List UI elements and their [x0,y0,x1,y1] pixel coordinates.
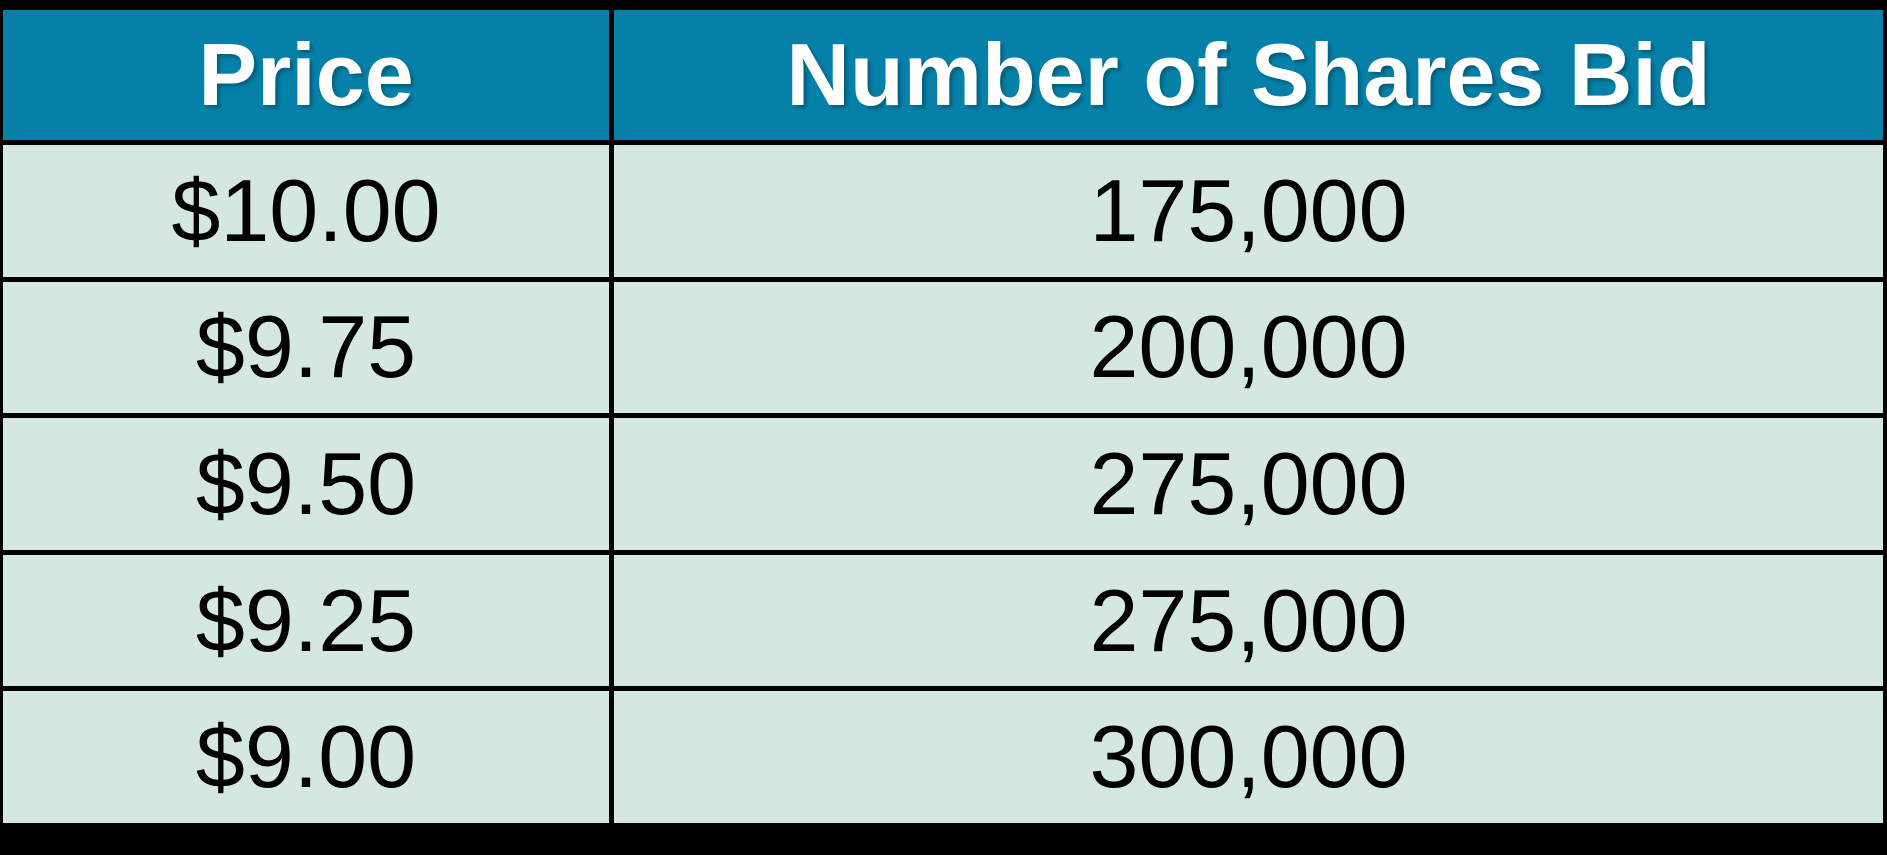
price-cell: $9.25 [3,554,609,687]
price-cell: $9.75 [3,281,609,414]
price-cell: $9.50 [3,418,609,550]
shares-cell: 175,000 [614,145,1883,277]
price-cell: $9.00 [3,691,609,823]
shares-cell: 275,000 [614,418,1883,550]
bid-table: Price Number of Shares Bid $10.00 175,00… [3,10,1883,823]
shares-cell: 200,000 [614,281,1883,414]
price-cell: $10.00 [3,145,609,277]
price-column-header: Price [3,10,609,140]
shares-cell: 300,000 [614,691,1883,823]
shares-cell: 275,000 [614,554,1883,687]
shares-column-header: Number of Shares Bid [614,10,1883,140]
